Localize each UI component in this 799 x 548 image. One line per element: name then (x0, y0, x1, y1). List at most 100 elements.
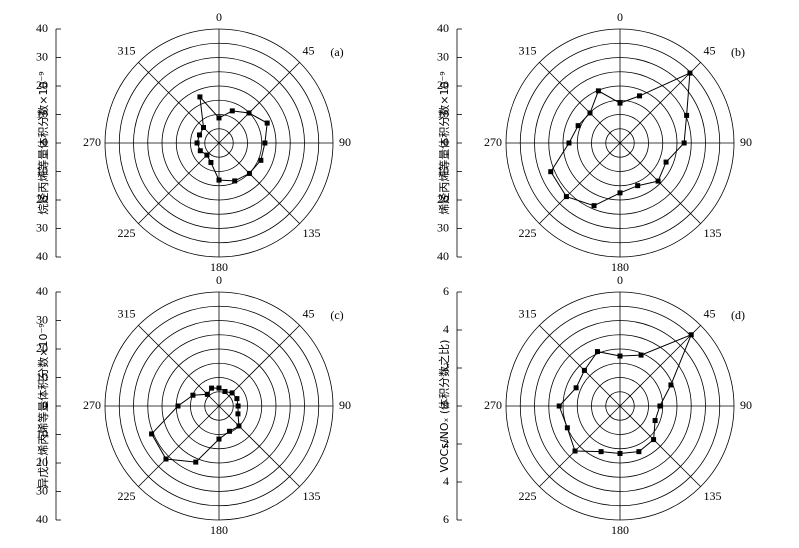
data-point (681, 140, 687, 146)
data-point (575, 123, 581, 129)
data-point (564, 425, 570, 431)
angle-grid-line (218, 405, 300, 487)
angle-grid-line (218, 62, 300, 144)
data-point (617, 100, 623, 106)
y-tick-label: 30 (36, 483, 48, 497)
y-axis-title: VOCs/NOₓ (体积分数之比) (437, 340, 451, 473)
data-point (688, 332, 694, 338)
data-point (258, 157, 264, 163)
data-point (197, 132, 203, 138)
data-point (216, 385, 222, 391)
data-point (668, 382, 674, 388)
y-tick-label: 10 (437, 106, 449, 120)
data-point (163, 456, 169, 462)
y-tick-label: 10 (437, 163, 449, 177)
y-tick-label: 10 (36, 163, 48, 177)
data-point (663, 159, 669, 165)
data-point (262, 140, 268, 146)
panel-label: (b) (731, 45, 745, 59)
data-point (598, 449, 604, 455)
y-tick-label: 20 (437, 192, 449, 206)
angle-label: 90 (339, 135, 351, 149)
angle-label: 90 (339, 398, 351, 412)
data-point (617, 451, 623, 456)
angle-grid-line (539, 62, 621, 144)
data-point (204, 391, 210, 397)
data-point (556, 403, 562, 409)
angle-label: 225 (519, 489, 537, 503)
polar-panel: 0 45 90 135 180 225 270 315 0 10 10 20 20 30 30 40 40 烷烃丙… (36, 10, 351, 274)
data-point (236, 423, 242, 429)
data-point (548, 169, 554, 175)
data-point (234, 396, 240, 402)
angle-label: 225 (118, 226, 136, 240)
data-point (638, 352, 644, 358)
y-tick-label: 40 (36, 21, 48, 35)
angle-grid-line (539, 405, 621, 487)
angle-label: 45 (703, 306, 715, 320)
angle-label: 315 (118, 43, 136, 57)
y-tick-label: 0 (42, 398, 48, 412)
data-point (235, 403, 241, 409)
angle-label: 45 (302, 43, 314, 57)
y-tick-label: 40 (36, 284, 48, 298)
angle-label: 180 (210, 260, 228, 274)
angle-label: 90 (740, 135, 752, 149)
angle-label: 270 (484, 398, 502, 412)
data-point (264, 120, 270, 126)
y-tick-label: 20 (36, 192, 48, 206)
y-tick-label: 40 (437, 21, 449, 35)
y-tick-label: 2 (443, 436, 449, 450)
angle-label: 270 (83, 398, 101, 412)
y-tick-label: 30 (36, 49, 48, 63)
data-point (637, 93, 643, 99)
angle-label: 180 (611, 523, 629, 537)
data-point (595, 88, 601, 94)
angle-grid-line (619, 62, 701, 144)
angle-grid-line (619, 405, 701, 487)
data-point (657, 403, 663, 409)
data-point (591, 203, 597, 209)
data-point (235, 411, 241, 417)
data-point (208, 159, 214, 165)
data-point (573, 385, 579, 391)
data-point (216, 115, 222, 121)
polar-panel: 0 45 90 135 180 225 270 315 0 2 2 4 4 6 6 VOCs/NOₓ (体积分… (437, 273, 752, 537)
angle-grid-line (539, 142, 621, 224)
data-point (651, 437, 657, 443)
y-axis-title: 烷烃丙烯等量体积分数×10⁻⁹ (36, 71, 50, 214)
data-point (617, 353, 623, 359)
data-point (687, 70, 693, 76)
data-point (587, 110, 593, 116)
y-tick-label: 20 (36, 455, 48, 469)
data-point (193, 459, 199, 465)
angle-label: 225 (118, 489, 136, 503)
y-tick-label: 0 (443, 135, 449, 149)
angle-label: 270 (484, 135, 502, 149)
angle-label: 180 (210, 523, 228, 537)
y-tick-label: 40 (437, 249, 449, 263)
y-tick-label: 30 (437, 49, 449, 63)
data-point (229, 108, 235, 114)
angle-label: 315 (118, 306, 136, 320)
angle-label: 0 (617, 273, 623, 287)
angle-label: 135 (703, 226, 721, 240)
data-point (566, 140, 572, 146)
y-tick-label: 20 (36, 341, 48, 355)
polar-panel: 0 45 90 135 180 225 270 315 0 10 10 20 20 30 30 40 40 异戊二… (36, 273, 351, 537)
angle-grid-line (218, 142, 300, 224)
data-point (246, 170, 252, 176)
angle-label: 225 (519, 226, 537, 240)
data-point (229, 390, 235, 396)
angle-grid-line (138, 405, 220, 487)
data-point (197, 94, 203, 100)
angle-label: 180 (611, 260, 629, 274)
data-point (581, 367, 587, 373)
panel-label: (a) (330, 45, 343, 59)
data-point (222, 389, 228, 395)
data-point (175, 403, 181, 409)
data-point (216, 177, 222, 183)
y-tick-label: 20 (36, 78, 48, 92)
data-point (572, 448, 578, 454)
y-tick-label: 10 (36, 106, 48, 120)
